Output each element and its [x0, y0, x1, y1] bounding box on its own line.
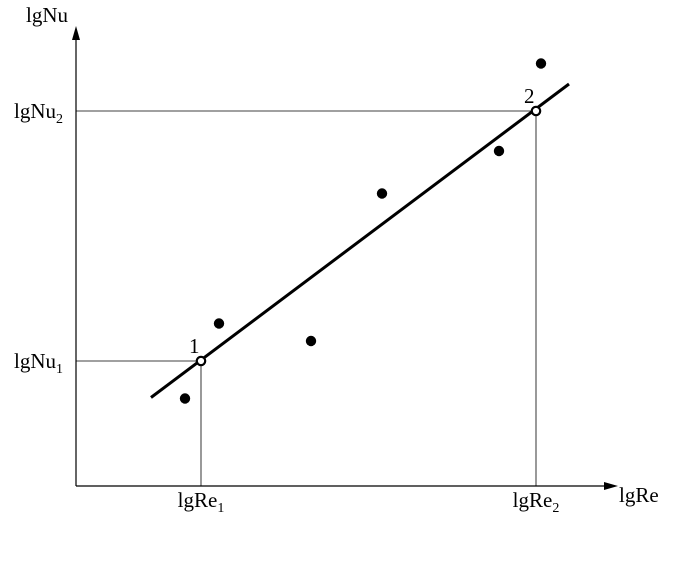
data-point — [213, 318, 225, 329]
reference-point-2 — [530, 105, 542, 117]
x-axis-label: lgRe — [619, 483, 659, 507]
data-point — [376, 188, 388, 199]
x-tick-label: lgRe1 — [178, 488, 225, 516]
reference-point-label-2: 2 — [524, 84, 535, 108]
y-axis-label: lgNu — [26, 3, 69, 27]
data-point — [305, 335, 317, 347]
reference-point-label-1: 1 — [189, 334, 200, 358]
reference-point-1 — [195, 355, 207, 367]
data-point — [493, 145, 505, 157]
y-tick-label: lgNu2 — [14, 99, 63, 127]
y-axis-arrow — [72, 26, 80, 40]
data-point — [179, 393, 191, 404]
y-tick-label: lgNu1 — [14, 349, 63, 377]
x-axis-arrow — [604, 482, 618, 490]
data-point — [535, 58, 547, 69]
x-tick-label: lgRe2 — [513, 488, 560, 516]
fit-line — [150, 82, 570, 399]
